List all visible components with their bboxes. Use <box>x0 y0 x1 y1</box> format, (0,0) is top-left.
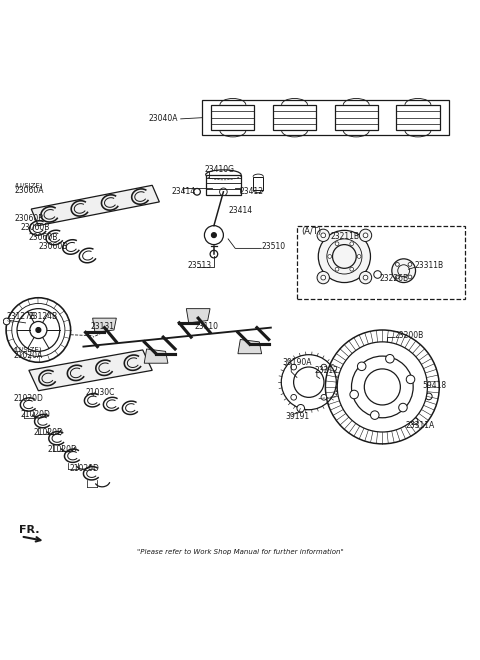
Circle shape <box>3 318 10 325</box>
Text: 59418: 59418 <box>423 381 447 391</box>
Text: 23124B: 23124B <box>29 312 58 321</box>
Circle shape <box>291 395 297 400</box>
Text: 23060B: 23060B <box>38 242 68 251</box>
Circle shape <box>360 229 372 242</box>
Text: 21020D: 21020D <box>21 410 51 419</box>
Circle shape <box>411 418 418 424</box>
Text: 23060B: 23060B <box>14 214 44 223</box>
Text: 23226B: 23226B <box>380 275 409 283</box>
Circle shape <box>408 275 412 279</box>
Bar <box>396 105 440 131</box>
Text: FR.: FR. <box>19 525 40 535</box>
Circle shape <box>291 364 297 370</box>
Text: 21020D: 21020D <box>69 464 99 473</box>
Circle shape <box>392 259 416 282</box>
Circle shape <box>425 393 432 400</box>
Polygon shape <box>31 185 159 226</box>
Circle shape <box>358 362 366 370</box>
Text: 23127B: 23127B <box>7 312 36 321</box>
Text: 39190A: 39190A <box>283 358 312 367</box>
Bar <box>202 100 449 135</box>
Circle shape <box>350 390 359 399</box>
Text: 23414: 23414 <box>171 187 195 196</box>
Text: 23212: 23212 <box>315 366 339 375</box>
Text: 23211B: 23211B <box>330 232 359 240</box>
Polygon shape <box>238 339 262 354</box>
Text: 21020A: 21020A <box>13 350 42 360</box>
Circle shape <box>297 405 304 412</box>
Polygon shape <box>29 350 152 391</box>
Polygon shape <box>186 309 210 323</box>
Polygon shape <box>144 349 168 363</box>
Bar <box>273 105 316 131</box>
Text: 23060A: 23060A <box>14 187 44 195</box>
Circle shape <box>357 255 361 258</box>
Circle shape <box>374 271 382 279</box>
Circle shape <box>350 267 354 271</box>
Text: 23410G: 23410G <box>204 165 234 174</box>
Bar <box>253 177 264 190</box>
Circle shape <box>371 411 379 419</box>
Circle shape <box>328 255 332 258</box>
Text: (U/SIZE): (U/SIZE) <box>14 182 43 189</box>
Polygon shape <box>93 318 116 333</box>
Text: (A/T): (A/T) <box>301 227 322 236</box>
Circle shape <box>321 395 327 400</box>
Circle shape <box>335 267 339 271</box>
Text: 23414: 23414 <box>228 206 252 215</box>
Text: 23311A: 23311A <box>405 421 434 430</box>
Circle shape <box>194 189 200 195</box>
Text: 23060B: 23060B <box>29 233 58 242</box>
Circle shape <box>363 233 368 238</box>
Text: 21020D: 21020D <box>48 445 78 454</box>
Circle shape <box>360 271 372 284</box>
Circle shape <box>399 403 407 412</box>
Circle shape <box>321 233 325 238</box>
Text: 23040A: 23040A <box>149 114 179 123</box>
Text: 23412: 23412 <box>239 187 263 196</box>
Text: 23131: 23131 <box>91 321 115 331</box>
Text: 39191: 39191 <box>285 412 309 421</box>
Text: 21020D: 21020D <box>13 394 43 403</box>
Circle shape <box>318 230 371 282</box>
Text: (U/SIZE): (U/SIZE) <box>13 346 42 353</box>
Circle shape <box>337 342 427 432</box>
Text: 23110: 23110 <box>195 321 219 331</box>
Circle shape <box>350 242 354 246</box>
Circle shape <box>212 233 216 238</box>
Text: 23060B: 23060B <box>21 224 50 232</box>
Text: 23513: 23513 <box>188 261 212 271</box>
Text: 23311B: 23311B <box>415 261 444 271</box>
Circle shape <box>335 242 339 246</box>
Text: 21030C: 21030C <box>86 388 115 397</box>
Circle shape <box>317 229 329 242</box>
Text: "Please refer to Work Shop Manual for further information": "Please refer to Work Shop Manual for fu… <box>137 549 343 555</box>
Text: 23510: 23510 <box>261 242 286 251</box>
Circle shape <box>396 263 399 266</box>
Circle shape <box>385 354 394 363</box>
Circle shape <box>406 375 415 383</box>
Circle shape <box>396 275 399 279</box>
Circle shape <box>408 263 412 266</box>
Circle shape <box>363 275 368 280</box>
Bar <box>335 105 378 131</box>
Bar <box>297 226 466 299</box>
Circle shape <box>210 250 218 258</box>
Bar <box>205 175 241 195</box>
Bar <box>211 105 254 131</box>
Circle shape <box>321 275 325 280</box>
Text: 21020D: 21020D <box>34 428 63 436</box>
Circle shape <box>321 364 327 370</box>
Circle shape <box>219 188 227 195</box>
Circle shape <box>36 327 41 333</box>
Circle shape <box>317 271 329 284</box>
Circle shape <box>204 226 223 245</box>
Text: 23200B: 23200B <box>394 331 423 340</box>
